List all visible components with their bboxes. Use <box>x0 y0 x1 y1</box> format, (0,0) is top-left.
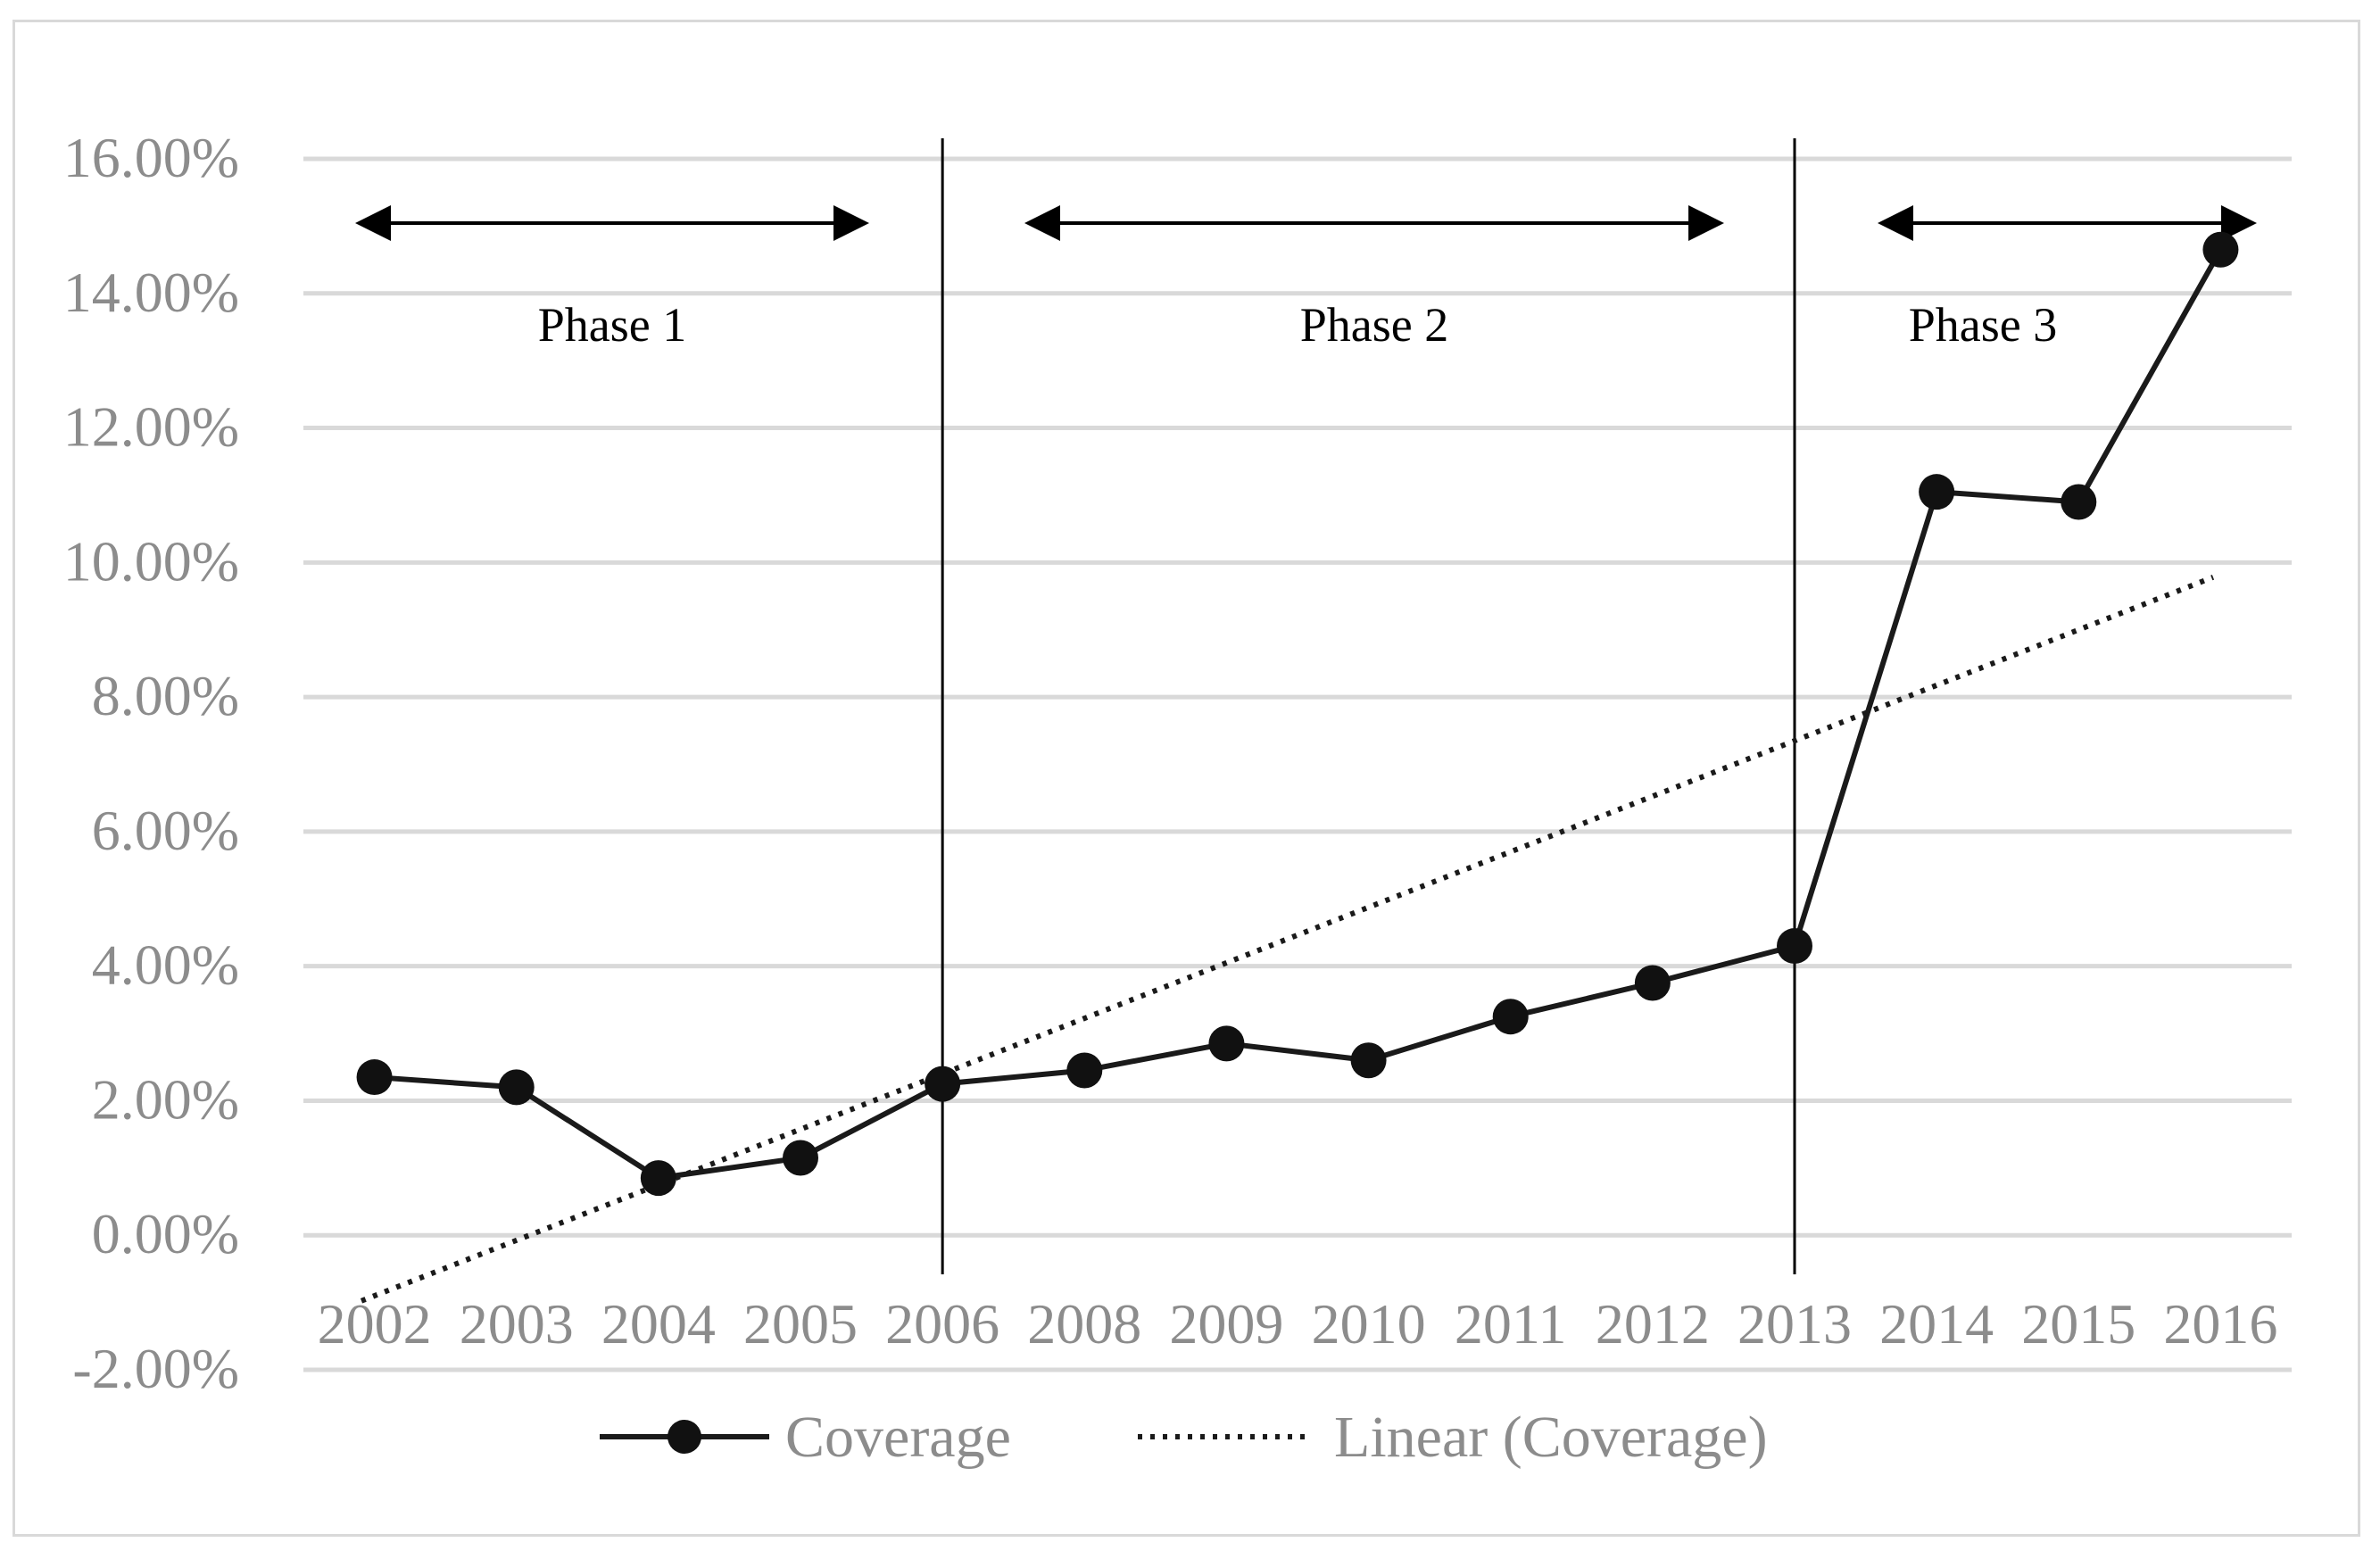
x-tick-label: 2003 <box>460 1292 574 1356</box>
coverage-point <box>1208 1025 1245 1062</box>
legend-marker-coverage <box>668 1420 701 1454</box>
x-tick-label: 2012 <box>1596 1292 1710 1356</box>
y-tick-label: 10.00% <box>63 529 239 593</box>
x-tick-label: 2015 <box>2021 1292 2135 1356</box>
gridlines <box>303 156 2292 1372</box>
legend: Coverage Linear (Coverage) <box>600 1405 1768 1470</box>
series <box>356 231 2239 1304</box>
x-tick-label: 2014 <box>1879 1292 1994 1356</box>
coverage-point <box>783 1140 818 1176</box>
x-tick-label: 2010 <box>1312 1292 1426 1356</box>
x-tick-label: 2004 <box>601 1292 716 1356</box>
coverage-point <box>1777 928 1812 965</box>
x-tick-label: 2005 <box>743 1292 858 1356</box>
coverage-point <box>2061 484 2097 520</box>
y-tick-label: 6.00% <box>92 799 239 862</box>
x-tick-label: 2011 <box>1455 1292 1567 1356</box>
phase-label: Phase 2 <box>1300 298 1448 352</box>
legend-label-linear: Linear (Coverage) <box>1334 1405 1768 1470</box>
x-tick-label: 2006 <box>885 1292 999 1356</box>
coverage-point <box>1634 965 1671 1001</box>
chart-frame <box>12 20 2360 1537</box>
x-tick-label: 2016 <box>2163 1292 2277 1356</box>
y-tick-label: 0.00% <box>92 1202 239 1265</box>
x-axis-ticks: 2002 2003 2004 2005 2006 2008 2009 2010 2011 2012… <box>318 1292 2278 1356</box>
x-tick-label: 2008 <box>1027 1292 1141 1356</box>
phase-annotations: Phase 1 Phase 2 Phase 3 <box>355 205 2257 352</box>
y-axis-ticks: 16.00% 14.00% 12.00% 10.00% 8.00% 6.00% 4.00% 2… <box>63 126 239 1400</box>
coverage-point <box>1350 1042 1387 1079</box>
y-tick-label: -2.00% <box>72 1337 239 1400</box>
coverage-point <box>356 1059 393 1096</box>
x-tick-label: 2013 <box>1737 1292 1852 1356</box>
trendline <box>360 575 2215 1304</box>
y-tick-label: 12.00% <box>63 395 239 459</box>
coverage-point <box>925 1066 961 1102</box>
x-tick-label: 2002 <box>318 1292 432 1356</box>
legend-label-coverage: Coverage <box>785 1405 1011 1470</box>
coverage-point <box>640 1160 676 1197</box>
coverage-point <box>498 1069 535 1106</box>
coverage-line <box>374 248 2224 1182</box>
coverage-point <box>2202 231 2239 268</box>
y-tick-label: 2.00% <box>92 1067 239 1131</box>
coverage-point <box>1492 999 1529 1035</box>
y-tick-label: 8.00% <box>92 664 239 727</box>
coverage-point <box>1919 474 1955 510</box>
y-tick-label: 16.00% <box>63 126 239 189</box>
x-tick-label: 2009 <box>1169 1292 1283 1356</box>
phase-label: Phase 1 <box>538 298 686 352</box>
y-tick-label: 14.00% <box>63 261 239 324</box>
phase-label: Phase 3 <box>1909 298 2057 352</box>
coverage-point <box>1066 1052 1103 1089</box>
y-tick-label: 4.00% <box>92 933 239 997</box>
